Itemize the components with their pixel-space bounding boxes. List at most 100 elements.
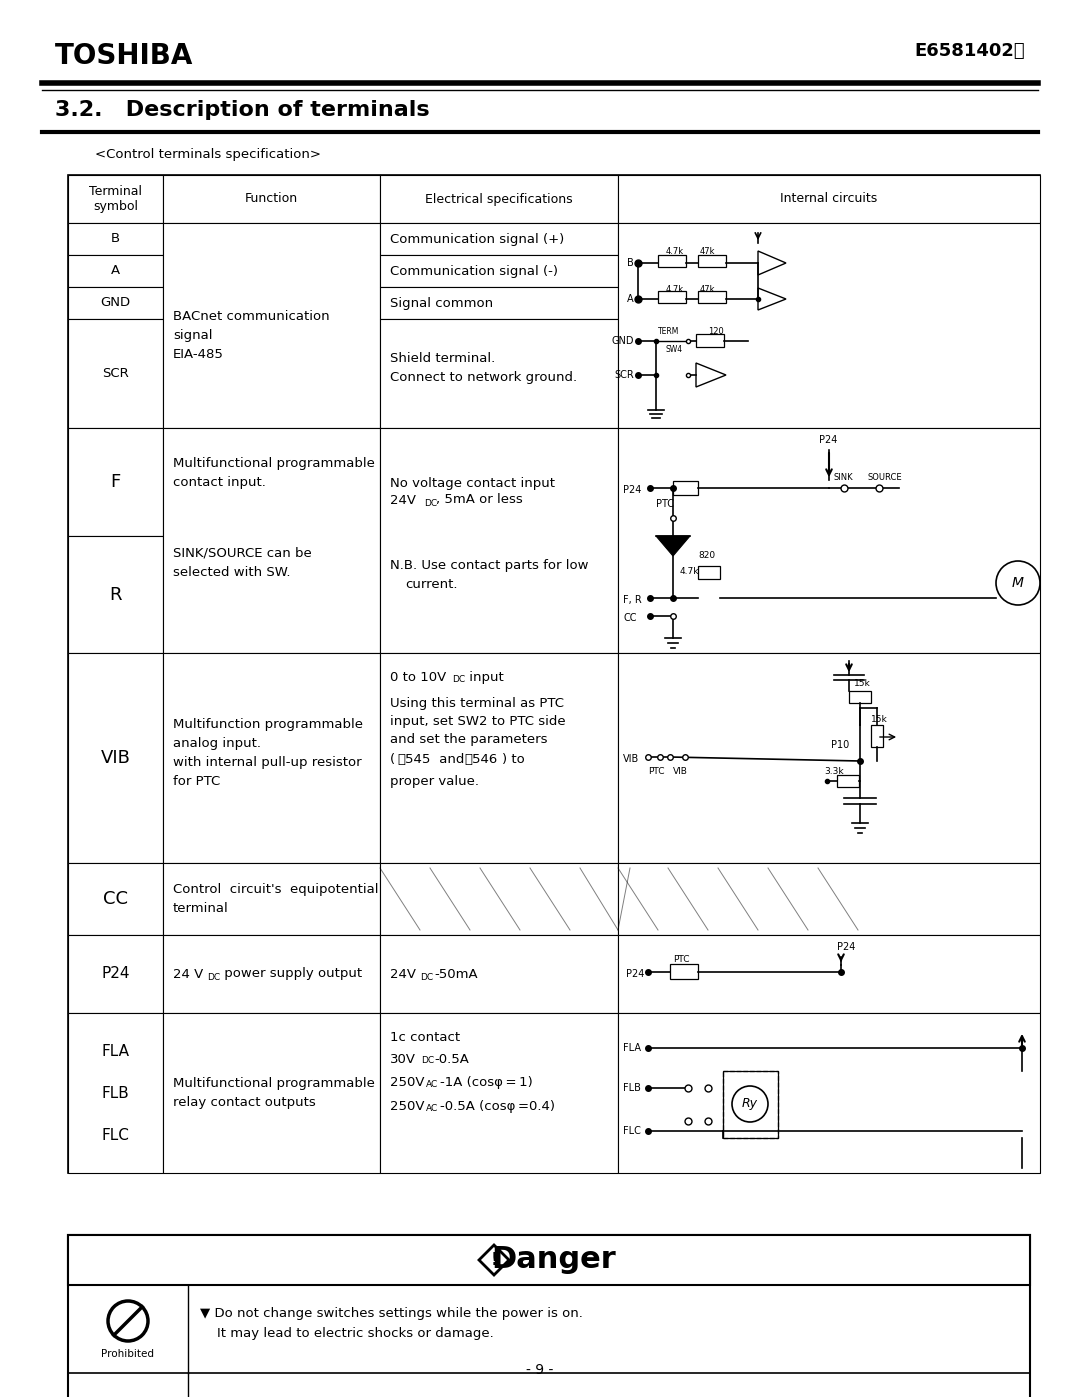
Text: SW4: SW4 xyxy=(666,345,684,353)
Bar xyxy=(68,536,163,652)
Bar xyxy=(380,319,618,427)
Text: 546: 546 xyxy=(464,753,497,766)
Text: 4.7k: 4.7k xyxy=(680,567,700,576)
Text: 4.7k: 4.7k xyxy=(666,285,684,293)
Text: A: A xyxy=(627,293,634,305)
Text: GND: GND xyxy=(100,296,131,310)
Bar xyxy=(68,863,163,935)
Bar xyxy=(618,652,1040,863)
Text: AC: AC xyxy=(426,1104,438,1113)
Text: Internal circuits: Internal circuits xyxy=(781,193,878,205)
Bar xyxy=(698,566,720,578)
Text: FLA: FLA xyxy=(623,1044,642,1053)
Text: (: ( xyxy=(390,753,395,766)
Text: , 5mA or less: , 5mA or less xyxy=(436,493,523,507)
Text: Function: Function xyxy=(245,193,298,205)
Bar xyxy=(618,1013,1040,1173)
Text: -0.5A: -0.5A xyxy=(434,1053,469,1066)
Text: 820: 820 xyxy=(698,552,715,560)
Polygon shape xyxy=(656,536,690,556)
Bar xyxy=(68,256,163,286)
Text: SCR: SCR xyxy=(615,370,634,380)
Text: ) to: ) to xyxy=(502,753,525,766)
Text: FLA: FLA xyxy=(102,1044,130,1059)
Text: F, R: F, R xyxy=(623,595,642,605)
Text: Prohibited: Prohibited xyxy=(102,1350,154,1359)
Text: proper value.: proper value. xyxy=(390,775,480,788)
Bar xyxy=(163,427,380,652)
Bar xyxy=(163,175,380,224)
Text: power supply output: power supply output xyxy=(220,968,362,981)
Text: P10: P10 xyxy=(831,740,849,750)
Bar xyxy=(68,427,163,536)
Bar xyxy=(68,1235,1030,1397)
Bar xyxy=(163,652,380,863)
Text: CC: CC xyxy=(103,890,129,908)
Text: Multifunctional programmable
contact input.: Multifunctional programmable contact inp… xyxy=(173,457,375,489)
Text: Shield terminal.
Connect to network ground.: Shield terminal. Connect to network grou… xyxy=(390,352,577,384)
Text: ▼ Do not change switches settings while the power is on.
    It may lead to elec: ▼ Do not change switches settings while … xyxy=(200,1308,583,1341)
Text: 30V: 30V xyxy=(390,1053,416,1066)
Bar xyxy=(68,1235,1030,1285)
Bar xyxy=(380,652,618,863)
Bar xyxy=(163,224,380,427)
Bar xyxy=(723,1071,778,1139)
Bar xyxy=(837,775,859,787)
Text: DC: DC xyxy=(424,499,437,507)
Bar xyxy=(68,319,163,427)
Bar xyxy=(618,863,1040,935)
Text: Communication signal (+): Communication signal (+) xyxy=(390,232,564,246)
Text: -1A (cosφ = 1): -1A (cosφ = 1) xyxy=(440,1076,532,1090)
Text: P24: P24 xyxy=(623,485,642,495)
Text: DC: DC xyxy=(207,974,220,982)
Text: Terminal
symbol: Terminal symbol xyxy=(89,184,141,212)
Text: F: F xyxy=(110,474,121,490)
Text: 15k: 15k xyxy=(870,714,888,724)
Text: DC: DC xyxy=(420,974,433,982)
Text: Danger: Danger xyxy=(491,1246,617,1274)
Text: 545: 545 xyxy=(397,753,430,766)
Text: 47k: 47k xyxy=(700,285,715,293)
Bar xyxy=(380,1013,618,1173)
Text: Multifunctional programmable
relay contact outputs: Multifunctional programmable relay conta… xyxy=(173,1077,375,1109)
Bar xyxy=(68,286,163,319)
Text: 24V: 24V xyxy=(390,968,416,981)
Text: No voltage contact input: No voltage contact input xyxy=(390,476,555,489)
Text: P24: P24 xyxy=(102,967,130,982)
Bar xyxy=(163,1013,380,1173)
Bar xyxy=(870,725,883,747)
Text: Ry: Ry xyxy=(742,1098,758,1111)
Text: and: and xyxy=(435,753,469,766)
Text: PTC: PTC xyxy=(648,767,664,775)
Bar xyxy=(658,291,686,303)
Text: -50mA: -50mA xyxy=(434,968,477,981)
Text: BACnet communication
signal
EIA-485: BACnet communication signal EIA-485 xyxy=(173,310,329,362)
Text: Multifunction programmable
analog input.
with internal pull-up resistor
for PTC: Multifunction programmable analog input.… xyxy=(173,718,363,788)
Text: !: ! xyxy=(490,1250,498,1268)
Bar xyxy=(618,935,1040,1013)
Text: FLC: FLC xyxy=(102,1127,130,1143)
Text: 250V: 250V xyxy=(390,1099,424,1113)
Text: VIB: VIB xyxy=(673,767,688,775)
Text: FLB: FLB xyxy=(623,1083,640,1092)
Text: PTC: PTC xyxy=(673,956,689,964)
Bar xyxy=(696,334,724,346)
Bar xyxy=(68,1013,163,1173)
Text: Control  circuit's  equipotential
terminal: Control circuit's equipotential terminal xyxy=(173,883,378,915)
Text: 250V: 250V xyxy=(390,1076,424,1090)
Text: P24: P24 xyxy=(626,970,645,979)
Text: VIB: VIB xyxy=(100,749,131,767)
Text: P24: P24 xyxy=(819,434,837,446)
Text: M: M xyxy=(1012,576,1024,590)
Text: P24: P24 xyxy=(837,942,855,951)
Text: SCR: SCR xyxy=(103,367,129,380)
Text: 15k: 15k xyxy=(854,679,870,687)
Text: SINK/SOURCE can be
selected with SW.: SINK/SOURCE can be selected with SW. xyxy=(173,548,312,578)
Text: current.: current. xyxy=(405,577,458,591)
Bar xyxy=(670,964,698,979)
Text: Electrical specifications: Electrical specifications xyxy=(426,193,572,205)
Text: FLC: FLC xyxy=(623,1126,640,1136)
Bar xyxy=(68,175,163,224)
Text: 120: 120 xyxy=(708,327,724,335)
Bar xyxy=(618,427,1040,652)
